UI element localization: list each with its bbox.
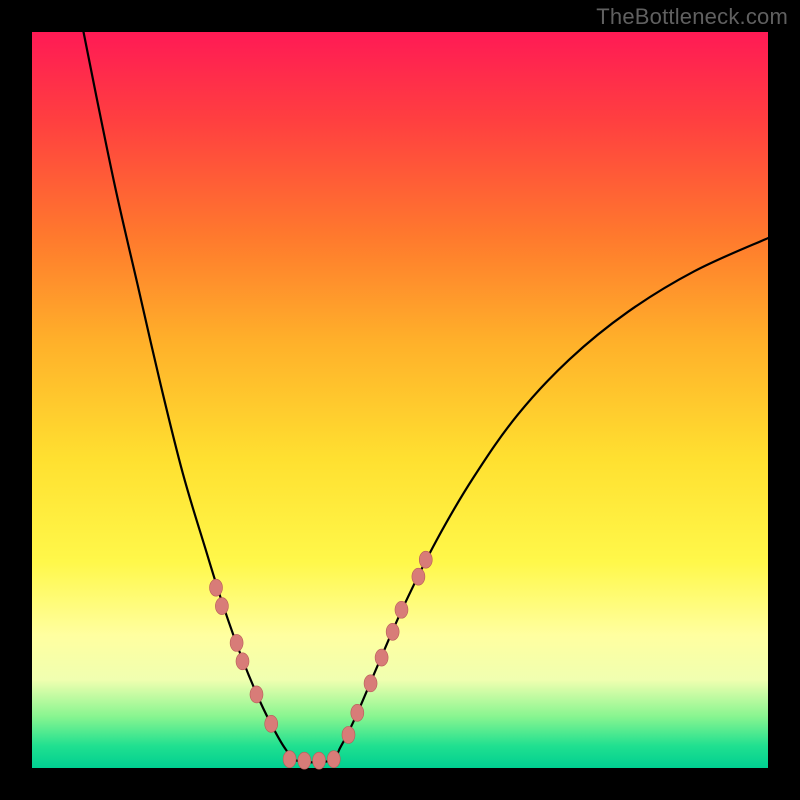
data-marker xyxy=(236,653,249,670)
chart-stage: TheBottleneck.com xyxy=(0,0,800,800)
bottleneck-curve-plot xyxy=(0,0,800,800)
data-marker xyxy=(364,675,377,692)
data-marker xyxy=(265,715,278,732)
data-marker xyxy=(298,752,311,769)
data-marker xyxy=(313,752,326,769)
data-marker xyxy=(419,551,432,568)
data-marker xyxy=(351,704,364,721)
data-marker xyxy=(283,751,296,768)
data-marker xyxy=(375,649,388,666)
data-marker xyxy=(386,623,399,640)
data-marker xyxy=(342,726,355,743)
data-marker xyxy=(412,568,425,585)
data-marker xyxy=(327,751,340,768)
data-marker xyxy=(250,686,263,703)
watermark-text: TheBottleneck.com xyxy=(596,4,788,30)
data-marker xyxy=(215,598,228,615)
data-marker xyxy=(230,634,243,651)
data-marker xyxy=(395,601,408,618)
plot-background xyxy=(32,32,768,768)
data-marker xyxy=(210,579,223,596)
